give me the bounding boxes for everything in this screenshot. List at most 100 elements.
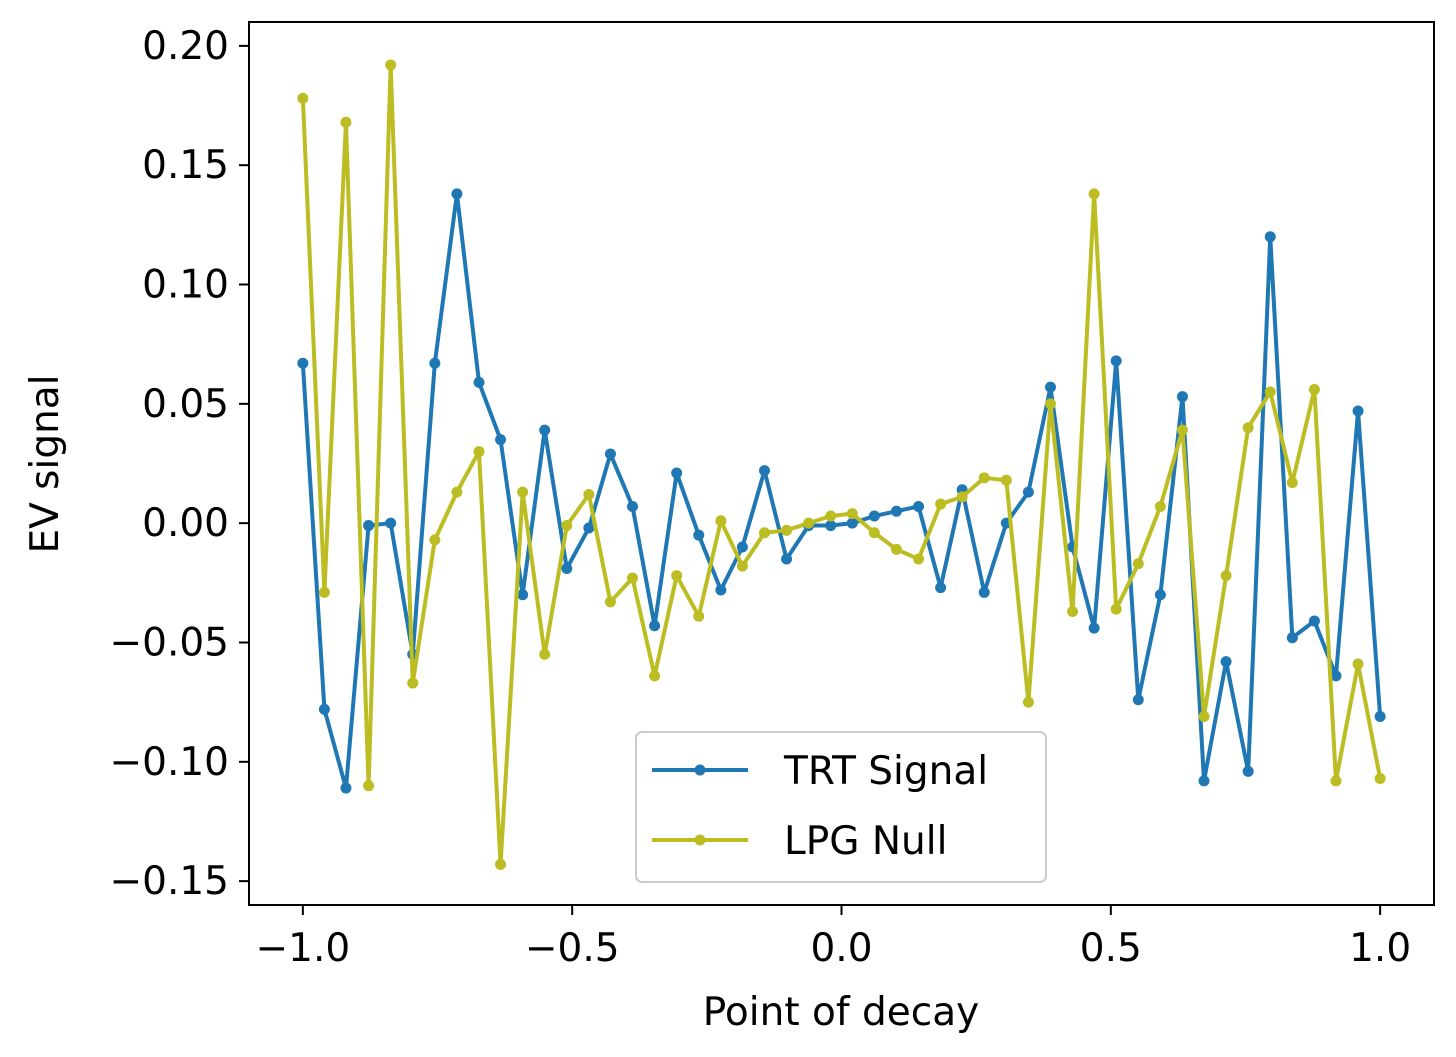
data-point-trt-signal <box>1088 622 1100 634</box>
data-point-lpg-null <box>385 59 397 71</box>
data-point-trt-signal <box>583 522 595 534</box>
data-point-trt-signal <box>1352 405 1364 417</box>
data-point-lpg-null <box>846 508 858 520</box>
data-point-lpg-null <box>978 472 990 484</box>
data-point-lpg-null <box>1286 477 1298 489</box>
data-point-lpg-null <box>627 572 639 584</box>
data-point-lpg-null <box>517 486 529 498</box>
data-point-lpg-null <box>1044 398 1056 410</box>
y-tick-label: −0.15 <box>109 859 229 904</box>
legend-label-lpg-null: LPG Null <box>784 819 947 864</box>
x-tick-label: 0.5 <box>1080 926 1142 971</box>
data-point-trt-signal <box>473 376 485 388</box>
data-point-lpg-null <box>956 491 968 503</box>
data-point-trt-signal <box>429 357 441 369</box>
data-point-lpg-null <box>913 553 925 565</box>
x-axis-ticks: −1.0 −0.5 0.0 0.5 1.0 <box>256 905 1411 971</box>
data-point-lpg-null <box>1308 384 1320 396</box>
x-axis-title: Point of decay <box>703 990 979 1035</box>
data-point-trt-signal <box>758 465 770 477</box>
data-point-lpg-null <box>1132 558 1144 570</box>
data-point-lpg-null <box>758 527 770 539</box>
legend-marker-trt-signal <box>694 764 706 776</box>
data-point-trt-signal <box>363 520 375 532</box>
data-point-trt-signal <box>539 424 551 436</box>
y-tick-label: −0.10 <box>109 740 229 785</box>
data-point-trt-signal <box>671 467 683 479</box>
data-point-lpg-null <box>318 586 330 598</box>
data-point-trt-signal <box>825 520 837 532</box>
data-point-lpg-null <box>1067 605 1079 617</box>
data-point-trt-signal <box>1220 656 1232 668</box>
data-point-lpg-null <box>1242 422 1254 434</box>
data-point-lpg-null <box>1264 386 1276 398</box>
data-point-lpg-null <box>407 677 419 689</box>
data-point-trt-signal <box>890 505 902 517</box>
data-point-lpg-null <box>340 116 352 128</box>
data-point-trt-signal <box>385 517 397 529</box>
y-tick-label: 0.20 <box>142 24 229 69</box>
data-point-lpg-null <box>825 510 837 522</box>
data-point-trt-signal <box>1110 355 1122 367</box>
series-line-lpg-null <box>300 62 1383 867</box>
data-point-lpg-null <box>604 596 616 608</box>
data-point-trt-signal <box>1044 381 1056 393</box>
data-point-lpg-null <box>803 517 815 529</box>
data-point-lpg-null <box>671 570 683 582</box>
y-tick-label: 0.05 <box>142 382 229 427</box>
y-axis-title: EV signal <box>23 374 68 553</box>
data-point-trt-signal <box>1198 775 1210 787</box>
data-point-lpg-null <box>583 489 595 501</box>
data-point-lpg-null <box>693 610 705 622</box>
data-point-trt-signal <box>1308 615 1320 627</box>
data-point-lpg-null <box>1198 710 1210 722</box>
data-point-lpg-null <box>1330 775 1342 787</box>
data-point-trt-signal <box>1176 391 1188 403</box>
data-point-lpg-null <box>1000 474 1012 486</box>
y-tick-label: 0.10 <box>142 263 229 308</box>
data-point-trt-signal <box>1242 765 1254 777</box>
data-point-lpg-null <box>781 524 793 536</box>
data-point-lpg-null <box>1022 696 1034 708</box>
data-point-trt-signal <box>781 553 793 565</box>
data-point-lpg-null <box>1088 188 1100 200</box>
data-point-trt-signal <box>715 584 727 596</box>
data-point-trt-signal <box>495 434 507 446</box>
data-point-lpg-null <box>561 520 573 532</box>
legend-label-trt-signal: TRT Signal <box>783 749 988 794</box>
data-point-trt-signal <box>561 563 573 575</box>
data-point-lpg-null <box>297 92 309 104</box>
series-line-trt-signal <box>300 191 1383 791</box>
data-point-trt-signal <box>935 582 947 594</box>
data-point-lpg-null <box>715 515 727 527</box>
data-point-trt-signal <box>1374 710 1386 722</box>
data-point-lpg-null <box>363 780 375 792</box>
data-point-trt-signal <box>868 510 880 522</box>
data-point-trt-signal <box>649 620 661 632</box>
data-point-trt-signal <box>1330 670 1342 682</box>
data-point-trt-signal <box>736 541 748 553</box>
data-point-lpg-null <box>1220 570 1232 582</box>
x-tick-label: −0.5 <box>525 926 620 971</box>
data-point-lpg-null <box>649 670 661 682</box>
data-point-lpg-null <box>1374 773 1386 785</box>
data-point-trt-signal <box>846 517 858 529</box>
data-point-lpg-null <box>429 534 441 546</box>
x-tick-label: −1.0 <box>256 926 351 971</box>
y-tick-label: 0.00 <box>142 501 229 546</box>
y-tick-label: 0.15 <box>142 143 229 188</box>
data-point-trt-signal <box>297 357 309 369</box>
data-point-trt-signal <box>517 589 529 601</box>
y-axis-ticks: −0.15 −0.10 −0.05 0.00 0.05 0.10 0.15 0.20 <box>109 24 249 904</box>
plot-frame <box>248 21 1435 906</box>
data-point-trt-signal <box>1286 632 1298 644</box>
data-point-trt-signal <box>627 500 639 512</box>
data-point-trt-signal <box>604 448 616 460</box>
data-point-trt-signal <box>693 529 705 541</box>
series-lpg-null <box>297 59 1386 870</box>
data-point-lpg-null <box>736 560 748 572</box>
data-point-trt-signal <box>913 500 925 512</box>
x-tick-label: 0.0 <box>810 926 872 971</box>
y-tick-label: −0.05 <box>109 620 229 665</box>
